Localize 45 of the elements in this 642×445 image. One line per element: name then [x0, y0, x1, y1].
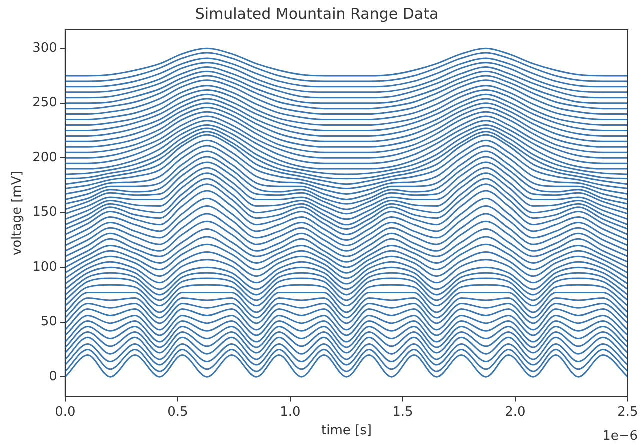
line-series: [65, 94, 628, 132]
line-series: [65, 244, 628, 274]
y-tick-label: 150: [32, 205, 58, 220]
line-series: [65, 48, 628, 77]
line-series: [65, 75, 628, 110]
line-series: [65, 58, 628, 88]
line-series: [65, 80, 628, 116]
line-series: [65, 134, 628, 186]
line-series: [65, 70, 628, 104]
line-series: [65, 116, 628, 159]
y-tick-label: 0: [49, 369, 58, 384]
y-tick-label: 100: [32, 260, 58, 275]
line-series: [65, 190, 628, 236]
line-series: [65, 220, 628, 258]
x-tick-label: 1.5: [392, 404, 414, 420]
line-series: [65, 66, 628, 99]
x-tick-label: 1.0: [280, 404, 301, 420]
line-series: [65, 89, 628, 126]
line-series: [65, 228, 628, 263]
line-series: [65, 213, 628, 252]
y-tick-label: 300: [32, 40, 58, 56]
line-series: [65, 111, 628, 154]
y-tick-label: 50: [40, 314, 58, 330]
y-tick-label: 200: [32, 150, 58, 166]
line-series: [65, 62, 628, 94]
line-series: [65, 259, 628, 285]
line-series: [65, 85, 628, 121]
y-tick-label: 250: [32, 96, 58, 111]
x-tick-label: 0.5: [168, 404, 188, 420]
text: 1e−6: [602, 428, 638, 444]
chart-title: Simulated Mountain Range Data: [195, 4, 439, 23]
line-series: [65, 106, 628, 148]
line-series: [65, 252, 628, 280]
x-tick-label: 2.0: [505, 404, 526, 420]
line-series: [65, 98, 628, 137]
x-tick-label: 2.5: [618, 404, 638, 420]
line-series: [65, 198, 628, 241]
x-axis-title: time [s]: [321, 424, 372, 439]
line-series: [65, 120, 628, 164]
line-series: [65, 236, 628, 268]
y-axis-title: voltage [mV]: [10, 171, 26, 256]
line-series: [65, 206, 628, 246]
line-series: [65, 102, 628, 142]
line-series: [65, 52, 628, 82]
x-tick-label: 0.0: [55, 404, 76, 420]
